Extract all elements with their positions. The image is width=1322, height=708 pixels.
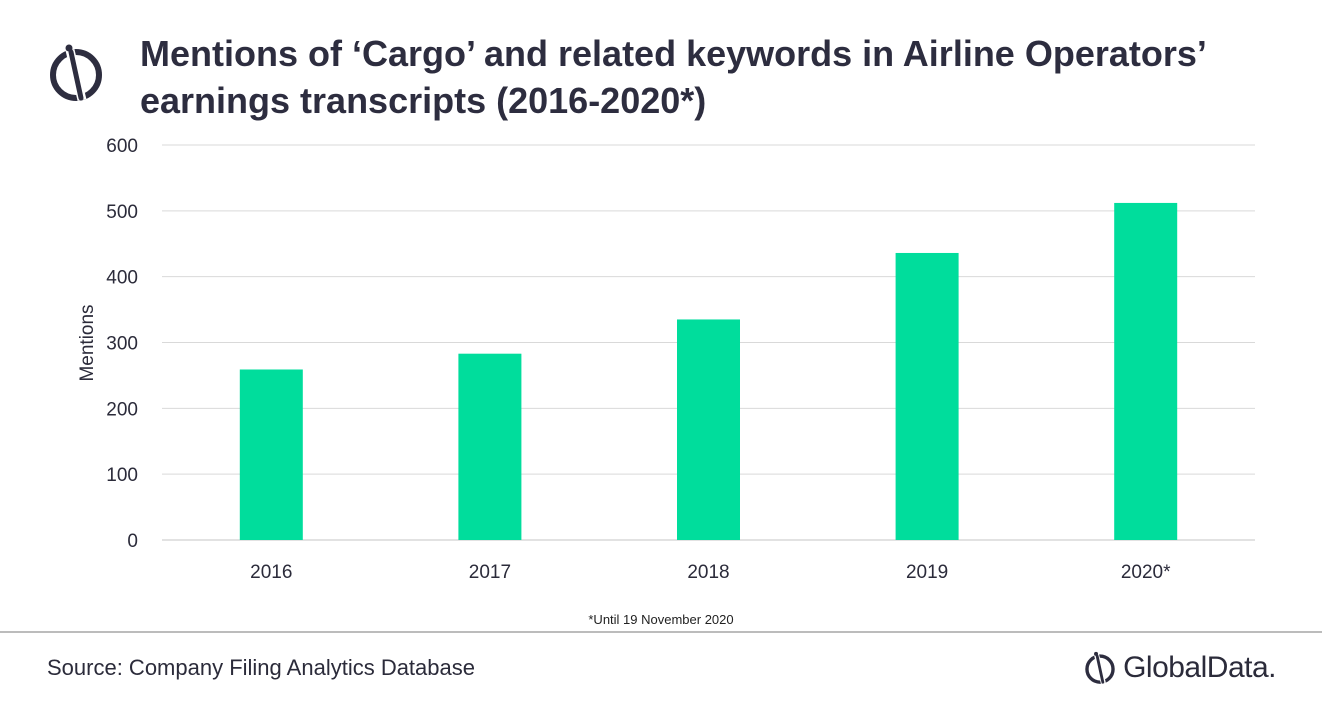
y-tick-label: 500 bbox=[106, 202, 138, 223]
source-note: Source: Company Filing Analytics Databas… bbox=[47, 655, 475, 680]
y-tick-label: 0 bbox=[127, 531, 138, 552]
title-line-2: earnings transcripts (2016-2020*) bbox=[140, 80, 707, 121]
x-axis-labels: 2016 2017 2018 2019 2020* bbox=[250, 562, 1171, 583]
y-tick-label: 300 bbox=[106, 334, 138, 355]
x-tick-label: 2018 bbox=[687, 562, 729, 583]
footnote: *Until 19 November 2020 bbox=[588, 612, 734, 627]
title-line-1: Mentions of ‘Cargo’ and related keywords… bbox=[140, 33, 1207, 74]
bar-chart: 0 100 200 300 400 500 600 2016 2017 2018 2019 2020… bbox=[77, 136, 1255, 583]
bar bbox=[895, 252, 959, 540]
y-tick-label: 600 bbox=[106, 136, 138, 157]
bar bbox=[239, 369, 303, 540]
x-tick-label: 2017 bbox=[469, 562, 511, 583]
gridlines bbox=[162, 144, 1255, 541]
brand-name: GlobalData. bbox=[1123, 651, 1276, 684]
y-axis-ticks: 0 100 200 300 400 500 600 bbox=[106, 136, 138, 552]
x-tick-label: 2016 bbox=[250, 562, 292, 583]
bars bbox=[239, 202, 1178, 540]
x-tick-label: 2020* bbox=[1121, 562, 1171, 583]
chart-title: Mentions of ‘Cargo’ and related keywords… bbox=[140, 30, 1290, 124]
bar bbox=[458, 353, 522, 540]
bar bbox=[1114, 202, 1178, 540]
y-axis-title: Mentions bbox=[77, 304, 98, 381]
globaldata-logo-icon bbox=[1085, 651, 1115, 684]
divider bbox=[0, 631, 1322, 633]
bar bbox=[677, 319, 740, 540]
brand-logo: GlobalData. bbox=[1083, 648, 1276, 688]
y-tick-label: 200 bbox=[106, 399, 138, 420]
x-tick-label: 2019 bbox=[906, 562, 948, 583]
y-tick-label: 100 bbox=[106, 465, 138, 486]
globaldata-logo-icon bbox=[50, 44, 102, 102]
y-tick-label: 400 bbox=[106, 268, 138, 289]
